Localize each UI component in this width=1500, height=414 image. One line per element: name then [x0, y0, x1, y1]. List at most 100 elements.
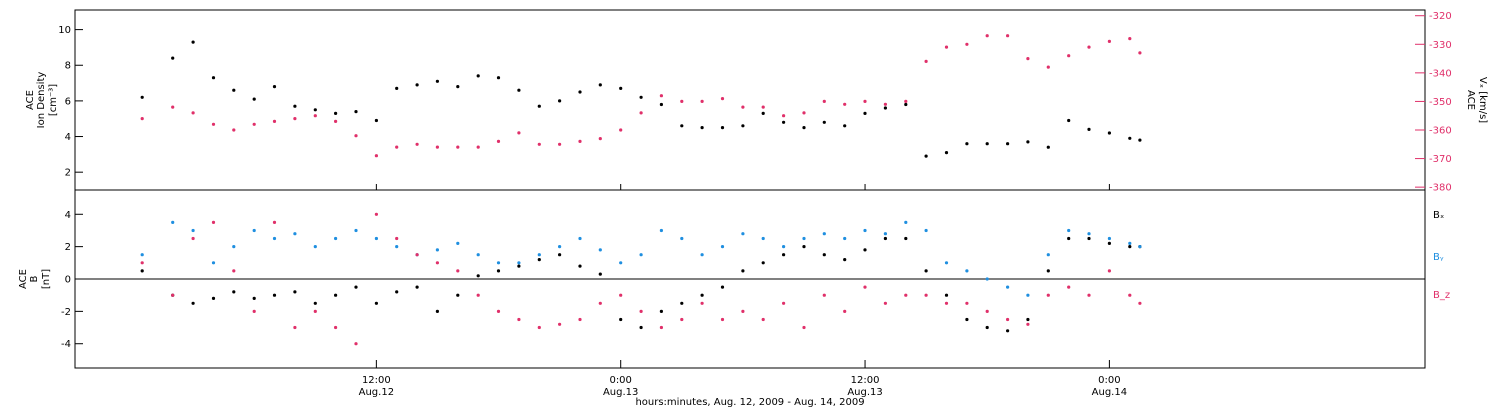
- top-series1-point: [904, 99, 908, 103]
- bottom-series1-point: [843, 236, 847, 241]
- top-series1-point: [883, 102, 888, 106]
- bottom-series0-point: [883, 236, 888, 241]
- bottom-series1-point: [659, 228, 664, 233]
- bottom-series1-point: [1087, 232, 1091, 236]
- bottom-series1-point: [802, 236, 806, 241]
- top-left-tick-label: 10: [58, 25, 71, 36]
- top-series1-point: [1067, 54, 1071, 58]
- top-series1-point: [558, 142, 562, 146]
- bottom-series0-point: [517, 264, 521, 268]
- top-series1-point: [435, 145, 439, 149]
- bottom-series2-point: [496, 309, 501, 313]
- top-series0-point: [680, 124, 684, 128]
- top-series0-point: [863, 111, 867, 115]
- top-series1-point: [741, 105, 745, 109]
- bottom-series0-point: [1087, 236, 1091, 241]
- top-series0-point: [415, 83, 419, 87]
- top-series1-point: [1138, 51, 1142, 55]
- top-series0-point: [965, 142, 969, 146]
- bottom-series2-point: [374, 212, 378, 216]
- bottom-series2-point: [1107, 269, 1111, 273]
- bottom-series1-point: [354, 228, 358, 233]
- top-series1-point: [578, 139, 582, 143]
- bottom-series0-point: [293, 290, 297, 294]
- bottom-series1-point: [334, 236, 338, 241]
- top-series1-point: [232, 128, 236, 132]
- bottom-series2-point: [1046, 293, 1050, 297]
- top-series1-point: [720, 97, 725, 101]
- top-series1-point: [700, 99, 704, 103]
- top-series0-point: [272, 85, 277, 89]
- top-series0-point: [140, 95, 144, 99]
- x-tick-date-label: Aug.13: [603, 387, 638, 398]
- top-series0-point: [191, 40, 195, 44]
- top-right-tick-label: -320: [1429, 11, 1452, 22]
- bottom-series0-point: [496, 269, 501, 273]
- bottom-series1-point: [140, 253, 144, 257]
- top-left-tick-label: 4: [65, 132, 71, 143]
- top-series1-point: [171, 105, 175, 109]
- bottom-series1-point: [395, 245, 399, 249]
- bottom-series1-point: [924, 228, 928, 233]
- bottom-series2-point: [1087, 293, 1091, 297]
- top-series1-point: [1026, 57, 1030, 61]
- bottom-series2-point: [211, 220, 216, 224]
- top-series0-point: [435, 79, 439, 83]
- bottom-series1-point: [272, 236, 277, 241]
- bottom-series2-point: [822, 293, 826, 297]
- bottom-series1-point: [537, 253, 541, 257]
- bottom-series1-point: [578, 236, 582, 241]
- bottom-series0-point: [1006, 329, 1010, 333]
- top-series0-point: [537, 104, 541, 108]
- bottom-series1-point: [191, 228, 195, 233]
- bottom-series1-point: [1138, 245, 1142, 249]
- top-series1-point: [822, 99, 826, 103]
- top-series1-point: [985, 34, 989, 38]
- top-series1-point: [395, 145, 399, 149]
- bottom-series0-point: [944, 293, 949, 297]
- bottom-series0-point: [211, 296, 216, 300]
- bottom-series1-point: [782, 245, 786, 249]
- top-right-tick-label: -340: [1429, 68, 1452, 79]
- bottom-series0-point: [191, 301, 195, 305]
- bottom-series1-point: [252, 228, 256, 233]
- bottom-series2-point: [598, 301, 602, 305]
- bottom-series0-point: [578, 264, 582, 268]
- bottom-ylabel-line1: ACE: [18, 269, 29, 289]
- bottom-series0-point: [761, 261, 765, 265]
- top-right-tick-label: -330: [1429, 40, 1452, 51]
- bottom-series2-point: [272, 220, 277, 224]
- top-ylabel-right-line2: Vₓ [km/s]: [1477, 77, 1488, 123]
- top-series0-point: [293, 104, 297, 108]
- bottom-series1-point: [904, 220, 908, 224]
- top-left-tick-label: 6: [65, 96, 71, 107]
- top-series0-point: [578, 90, 582, 94]
- bottom-series2-point: [191, 236, 195, 241]
- bottom-series0-point: [659, 309, 664, 313]
- bottom-series1-point: [1046, 253, 1050, 257]
- bottom-series1-point: [720, 245, 725, 249]
- top-series1-point: [354, 134, 358, 138]
- top-series1-point: [456, 145, 460, 149]
- top-series1-point: [1128, 37, 1132, 41]
- top-series0-point: [802, 126, 806, 130]
- top-series1-point: [496, 139, 501, 143]
- top-series0-point: [1046, 145, 1050, 149]
- top-series0-point: [904, 102, 908, 107]
- top-series1-point: [965, 42, 969, 46]
- top-series0-point: [558, 99, 562, 103]
- x-tick-label: 12:00: [362, 375, 391, 386]
- bottom-series1-point: [639, 253, 643, 257]
- top-panel-frame: [74, 9, 1426, 191]
- bottom-series1-point: [883, 232, 888, 236]
- bottom-series2-point: [863, 285, 867, 289]
- bottom-series0-point: [741, 269, 745, 273]
- top-series0-point: [171, 56, 175, 60]
- bottom-series0-point: [1026, 317, 1030, 322]
- top-series1-point: [272, 119, 277, 123]
- bottom-series0-point: [232, 290, 236, 294]
- legend-by: Bᵧ: [1433, 252, 1444, 263]
- bottom-series0-point: [558, 253, 562, 257]
